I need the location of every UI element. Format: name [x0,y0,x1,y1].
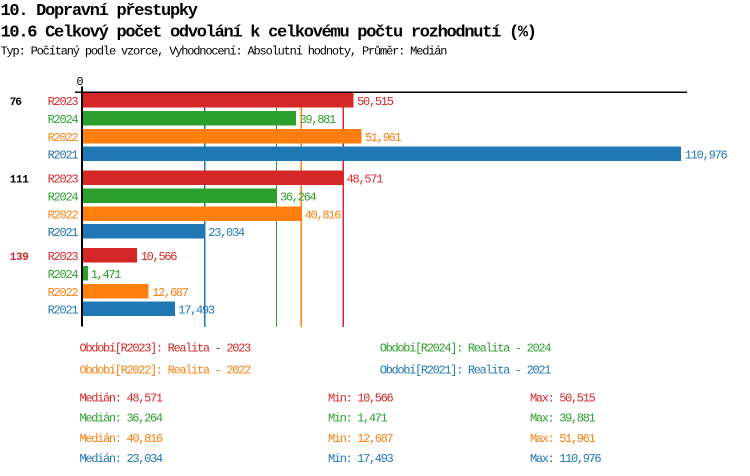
svg-text:Období[R2024]: Realita - 2024: Období[R2024]: Realita - 2024 [380,342,552,356]
svg-text:23,034: 23,034 [208,226,245,240]
svg-text:36,264: 36,264 [280,191,317,205]
svg-text:Max: 50,515: Max: 50,515 [530,392,596,406]
svg-text:Období[R2021]: Realita - 2021: Období[R2021]: Realita - 2021 [380,364,552,378]
svg-text:10.6 Celkový počet odvolání k: 10.6 Celkový počet odvolání k celkovému … [1,23,538,42]
svg-text:Období[R2023]: Realita - 2023: Období[R2023]: Realita - 2023 [80,342,252,356]
svg-text:Medián: 40,816: Medián: 40,816 [80,432,164,446]
svg-text:12,687: 12,687 [152,286,189,300]
svg-text:50,515: 50,515 [357,95,394,109]
svg-text:Typ: Počítaný podle vzorce, Vy: Typ: Počítaný podle vzorce, Vyhodnocení:… [1,45,448,59]
svg-text:51,961: 51,961 [365,131,402,145]
svg-text:R2024: R2024 [48,268,79,282]
svg-text:Min: 1,471: Min: 1,471 [328,412,388,426]
svg-text:R2021: R2021 [48,226,79,240]
svg-text:139: 139 [10,252,29,264]
svg-text:10. Dopravní přestupky: 10. Dopravní přestupky [1,2,199,21]
svg-text:Min: 17,493: Min: 17,493 [328,452,394,466]
svg-text:10,566: 10,566 [141,250,178,264]
svg-text:1,471: 1,471 [91,268,122,282]
svg-text:R2024: R2024 [48,113,79,127]
svg-text:R2023: R2023 [48,173,79,187]
svg-text:Medián: 48,571: Medián: 48,571 [80,392,164,406]
svg-text:110,976: 110,976 [685,149,728,163]
svg-text:17,493: 17,493 [178,304,215,318]
svg-text:R2023: R2023 [48,95,79,109]
svg-text:Min: 10,566: Min: 10,566 [328,392,394,406]
svg-text:Medián: 36,264: Medián: 36,264 [80,412,164,426]
svg-text:111: 111 [10,175,29,187]
svg-text:Min: 12,687: Min: 12,687 [328,432,394,446]
svg-text:0: 0 [76,75,83,89]
svg-text:R2024: R2024 [48,191,79,205]
svg-text:Medián: 23,034: Medián: 23,034 [80,452,164,466]
svg-text:R2022: R2022 [48,208,79,222]
svg-text:R2021: R2021 [48,304,79,318]
svg-text:76: 76 [10,97,22,109]
svg-text:48,571: 48,571 [347,173,384,187]
svg-text:Max: 110,976: Max: 110,976 [530,452,602,466]
svg-text:Max: 39,881: Max: 39,881 [530,412,596,426]
svg-text:R2022: R2022 [48,131,79,145]
svg-text:R2023: R2023 [48,250,79,264]
svg-text:Max: 51,961: Max: 51,961 [530,432,596,446]
svg-text:R2022: R2022 [48,286,79,300]
svg-text:R2021: R2021 [48,149,79,163]
svg-text:Období[R2022]: Realita - 2022: Období[R2022]: Realita - 2022 [80,364,252,378]
svg-text:39,881: 39,881 [300,113,337,127]
svg-text:40,816: 40,816 [305,208,342,222]
